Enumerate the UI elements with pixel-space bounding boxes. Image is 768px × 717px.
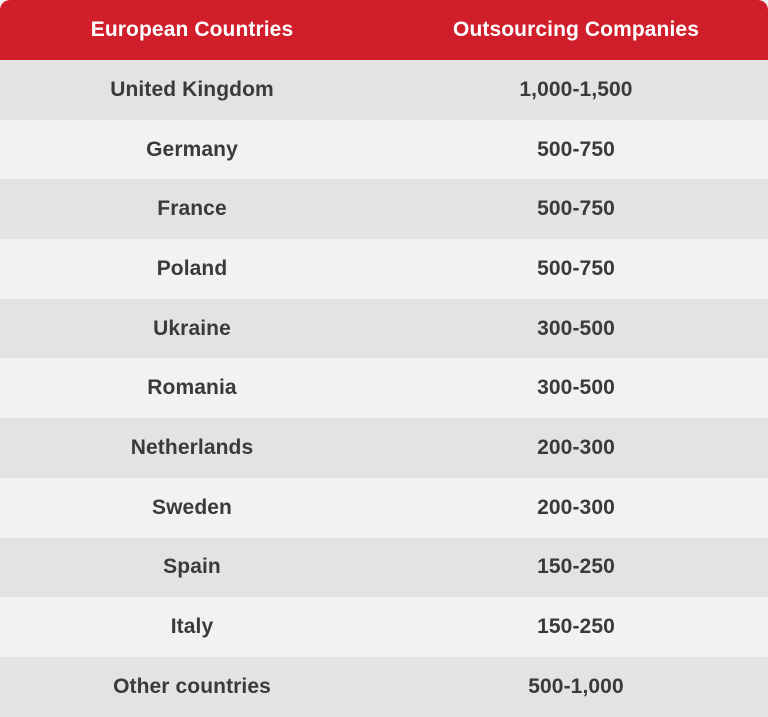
- table-row: Germany 500-750: [0, 119, 768, 180]
- companies-cell: 300-500: [537, 376, 615, 400]
- companies-cell: 200-300: [537, 435, 615, 459]
- companies-cell: 200-300: [537, 495, 615, 519]
- country-cell: Romania: [147, 376, 237, 400]
- country-cell: Germany: [146, 137, 238, 161]
- country-cell: Italy: [170, 615, 214, 639]
- table-row: Poland 500-750: [0, 239, 768, 299]
- table-row: Sweden 200-300: [0, 477, 768, 538]
- table-row: Italy 150-250: [0, 597, 768, 657]
- country-cell: Spain: [163, 555, 221, 579]
- companies-cell: 150-250: [537, 555, 615, 579]
- country-cell: Other countries: [113, 674, 271, 698]
- companies-cell: 500-1,000: [528, 674, 624, 698]
- country-cell: Sweden: [152, 495, 232, 519]
- table-row: Netherlands 200-300: [0, 418, 768, 478]
- companies-cell: 150-250: [537, 615, 615, 639]
- header-companies: Outsourcing Companies: [453, 18, 699, 41]
- country-cell: Ukraine: [153, 316, 231, 340]
- companies-cell: 1,000-1,500: [519, 77, 633, 101]
- table-row: United Kingdom 1,000-1,500: [0, 60, 768, 120]
- table-row: Romania 300-500: [0, 358, 768, 419]
- header-country: European Countries: [90, 18, 294, 41]
- country-cell: United Kingdom: [110, 77, 274, 101]
- table-body: United Kingdom 1,000-1,500 Germany 500-750 F…: [0, 60, 768, 717]
- companies-cell: 300-500: [537, 316, 615, 340]
- country-cell: Poland: [156, 256, 228, 280]
- table-row: Other countries 500-1,000: [0, 656, 768, 717]
- table-header: European Countries Outsourcing Companies: [0, 0, 768, 60]
- table-row: France 500-750: [0, 179, 768, 240]
- companies-cell: 500-750: [537, 137, 615, 161]
- companies-cell: 500-750: [537, 256, 615, 280]
- table-row: Ukraine 300-500: [0, 298, 768, 359]
- companies-cell: 500-750: [537, 197, 615, 221]
- table-row: Spain 150-250: [0, 537, 768, 598]
- country-cell: Netherlands: [130, 435, 254, 459]
- country-cell: France: [157, 197, 227, 221]
